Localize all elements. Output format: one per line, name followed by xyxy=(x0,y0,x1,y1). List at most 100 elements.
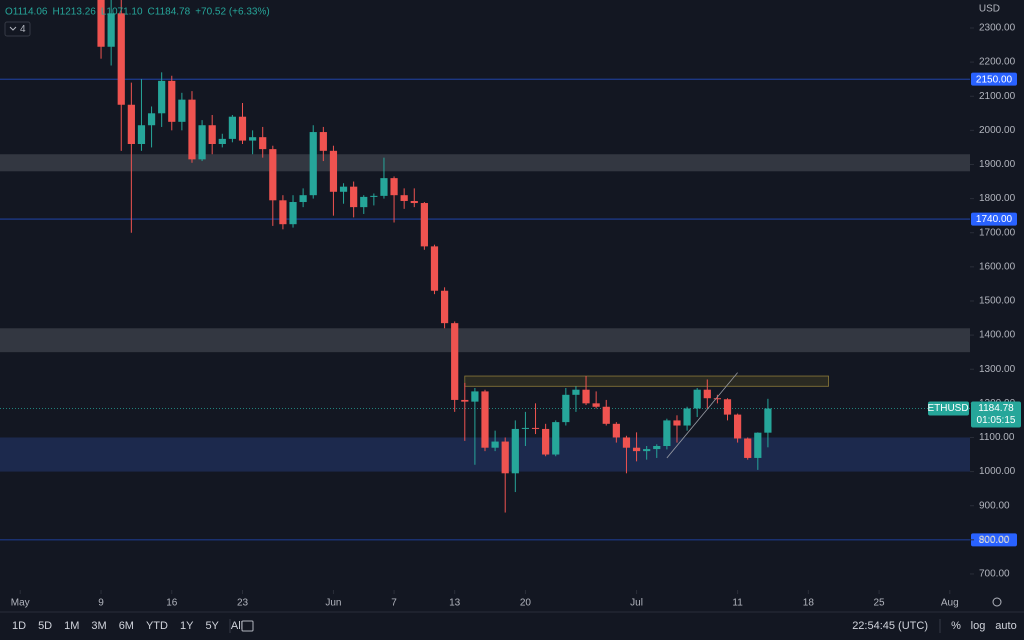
y-tick-label: 1600.00 xyxy=(979,261,1016,272)
level-tag xyxy=(971,72,1017,86)
candle-body xyxy=(744,438,752,458)
currency: USD xyxy=(979,4,1000,15)
candle-body xyxy=(683,408,691,426)
y-tick-label: 800.00 xyxy=(979,534,1010,545)
candle-body xyxy=(572,389,580,395)
candle-body xyxy=(582,389,590,404)
candle-body xyxy=(501,441,509,474)
y-tick-label: 1900.00 xyxy=(979,159,1016,170)
range-button[interactable]: 1D xyxy=(12,620,26,632)
candle-body xyxy=(622,437,631,448)
range-box xyxy=(464,375,829,387)
x-tick-label: Jun xyxy=(325,598,341,609)
candle-body xyxy=(127,104,135,145)
candle-body xyxy=(632,447,641,452)
date-range-icon[interactable] xyxy=(241,620,254,632)
x-tick-label: May xyxy=(11,598,30,609)
price-zone xyxy=(0,328,970,353)
price-zone xyxy=(0,154,970,172)
range-button[interactable]: 3M xyxy=(91,620,106,632)
candle-body xyxy=(299,195,307,203)
y-tick-label: 2200.00 xyxy=(979,57,1016,68)
indicator-badge[interactable] xyxy=(4,21,31,37)
candle-body xyxy=(370,195,378,197)
candle-body xyxy=(218,138,226,145)
candle-body xyxy=(511,428,519,474)
candle-body xyxy=(723,399,732,415)
symbol-tag xyxy=(928,401,969,416)
candle-body xyxy=(269,149,277,201)
x-tick-label: 11 xyxy=(732,598,743,609)
y-tick-label: 1400.00 xyxy=(979,330,1016,341)
x-tick-label: 13 xyxy=(449,598,461,609)
ohlc-low: L1071.10 xyxy=(101,7,143,18)
ohlc-open: O1114.06 xyxy=(5,7,48,18)
y-tick-label: 2100.00 xyxy=(979,91,1016,102)
candle-body xyxy=(147,113,156,126)
candle-body xyxy=(360,196,368,208)
ohlc-close: C1184.78 xyxy=(148,7,191,18)
candle-body xyxy=(137,125,146,145)
symbol-label: ETHUSD xyxy=(927,403,968,414)
ohlc-change: +70.52 (+6.33%) xyxy=(195,7,270,18)
log-toggle[interactable]: log xyxy=(971,620,986,632)
y-tick-label: 1100.00 xyxy=(979,432,1015,443)
candle-body xyxy=(319,132,327,151)
candle-body xyxy=(754,432,762,458)
range-button[interactable]: 1Y xyxy=(180,620,194,632)
x-tick-label: 7 xyxy=(391,598,397,609)
candle-body xyxy=(228,116,236,139)
x-tick-label: 25 xyxy=(874,598,886,609)
range-button[interactable]: 5Y xyxy=(205,620,219,632)
plot-area xyxy=(0,0,970,541)
x-tick-label: Aug xyxy=(941,598,959,609)
candle-body xyxy=(168,80,176,122)
chevron xyxy=(9,26,17,31)
candle-body xyxy=(279,200,287,225)
candle-body xyxy=(208,125,216,145)
y-tick-label: 1300.00 xyxy=(979,364,1016,375)
candle-body xyxy=(410,200,418,204)
settings-icon[interactable] xyxy=(992,597,1002,607)
candle-body xyxy=(259,137,267,150)
range-button[interactable]: 6M xyxy=(119,620,134,632)
x-tick-label: 20 xyxy=(520,598,532,609)
y-tick-label: 700.00 xyxy=(979,569,1010,580)
range-button[interactable]: 1M xyxy=(64,620,79,632)
candle-body xyxy=(612,423,620,438)
candle-body xyxy=(400,195,408,201)
candle-body xyxy=(238,116,247,141)
price-tag xyxy=(971,401,1021,428)
candle-body xyxy=(491,441,499,448)
countdown: 01:05:15 xyxy=(977,415,1016,426)
candle-body xyxy=(430,246,439,291)
candle-body xyxy=(339,186,348,192)
candle-body xyxy=(390,178,398,196)
candle-body xyxy=(602,406,610,424)
y-tick-label: 900.00 xyxy=(979,500,1010,511)
candle-body xyxy=(713,398,721,400)
candle-body xyxy=(158,80,166,114)
range-button[interactable]: All xyxy=(231,620,243,632)
candle-body xyxy=(693,389,701,409)
y-tick-label: 1700.00 xyxy=(979,227,1016,238)
range-button[interactable]: 5D xyxy=(38,620,52,632)
candle-body xyxy=(703,389,711,399)
candle-body xyxy=(764,408,772,433)
candle-body xyxy=(380,178,388,196)
x-tick-label: 16 xyxy=(166,598,178,609)
candle-body xyxy=(309,132,317,196)
x-tick-label: 9 xyxy=(98,598,104,609)
x-tick-label: 18 xyxy=(803,598,815,609)
y-tick-label: 1800.00 xyxy=(979,193,1016,204)
auto-toggle[interactable]: auto xyxy=(995,620,1016,632)
level-tag xyxy=(971,212,1017,226)
percent-toggle[interactable]: % xyxy=(951,620,961,632)
candle-body xyxy=(531,427,540,429)
range-button[interactable]: YTD xyxy=(146,620,168,632)
indicator-count: 4 xyxy=(20,24,26,35)
candle-body xyxy=(420,203,428,247)
candle-body xyxy=(188,99,196,160)
